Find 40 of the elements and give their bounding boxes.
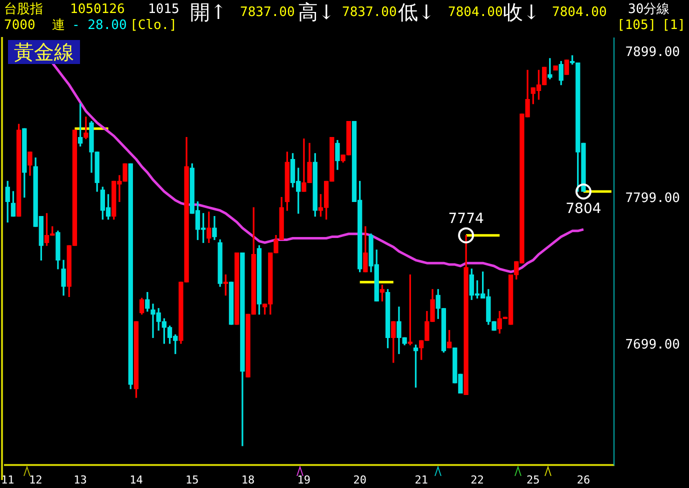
text: 收↓ bbox=[503, 0, 540, 24]
x-tick-label: 11 bbox=[1, 473, 14, 486]
y-tick-label: 7799.00 bbox=[625, 191, 680, 206]
x-tick-label: 20 bbox=[353, 473, 366, 486]
text: 1015 bbox=[148, 2, 180, 17]
text: 7804.00 bbox=[552, 5, 607, 20]
x-tick-label: 13 bbox=[74, 473, 87, 486]
x-tick-label: 26 bbox=[576, 473, 590, 486]
text: 1050126 bbox=[70, 2, 125, 17]
text: 7837.00 bbox=[240, 5, 295, 20]
chart-title: 黃金線 bbox=[8, 40, 80, 64]
text: [105] bbox=[617, 18, 656, 33]
x-tick-label: 12 bbox=[28, 473, 42, 486]
x-tick-label: 25 bbox=[526, 473, 540, 486]
text: 30分線 bbox=[628, 2, 670, 17]
x-tick-label: 19 bbox=[297, 473, 311, 486]
text: [Clo.] bbox=[130, 18, 177, 33]
x-tick-label: 18 bbox=[241, 473, 255, 486]
text: 高↓ bbox=[298, 0, 335, 24]
x-tick-label: 14 bbox=[130, 473, 144, 486]
candlestick bbox=[228, 282, 234, 325]
x-tick-label: 21 bbox=[414, 473, 428, 486]
candlestick bbox=[553, 65, 558, 70]
x-tick-label: 22 bbox=[470, 473, 484, 486]
text: [1] bbox=[662, 18, 686, 33]
text: 開↑ bbox=[190, 0, 227, 24]
text: 7837.00 bbox=[342, 5, 397, 20]
data-label: 7804 bbox=[566, 201, 602, 218]
text: - 28.00 bbox=[72, 18, 127, 33]
x-tick-label: 15 bbox=[185, 473, 199, 486]
text: 低↓ bbox=[398, 0, 435, 24]
y-tick-label: 7899.00 bbox=[625, 44, 680, 60]
text: 7000 bbox=[4, 18, 36, 33]
text: 連 bbox=[52, 18, 65, 33]
candlestick bbox=[234, 252, 240, 325]
text: 台股指 bbox=[4, 2, 43, 17]
data-label: 7774 bbox=[448, 210, 484, 227]
y-tick-label: 7699.00 bbox=[625, 337, 680, 352]
candlestick bbox=[564, 60, 570, 75]
text: 7804.00 bbox=[448, 5, 503, 20]
